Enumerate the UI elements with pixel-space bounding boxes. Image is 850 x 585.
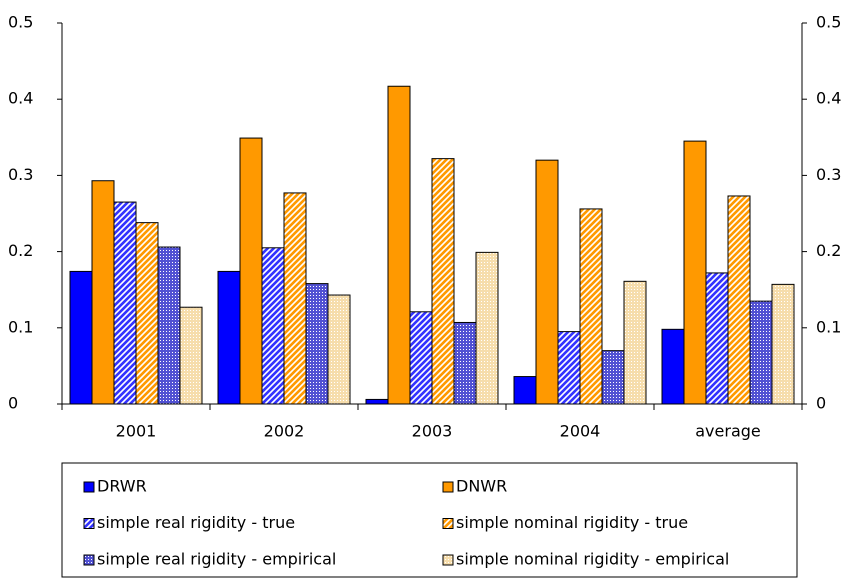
legend-label: DNWR — [456, 477, 507, 496]
y2-tick-label: 0.4 — [816, 89, 841, 108]
bar — [771, 283, 795, 405]
legend-label: simple nominal rigidity - true — [456, 513, 688, 532]
bar — [217, 270, 241, 405]
bar — [135, 222, 159, 405]
bar — [261, 247, 285, 405]
bar — [113, 201, 137, 405]
legend-swatch — [442, 481, 454, 493]
legend-box — [61, 462, 798, 578]
legend-label: simple real rigidity - empirical — [97, 550, 336, 569]
bar — [683, 140, 707, 405]
x-tick-label: 2001 — [116, 422, 157, 441]
y2-tick-label: 0.3 — [816, 165, 841, 184]
legend-label: simple nominal rigidity - empirical — [456, 550, 729, 569]
bar — [727, 195, 751, 405]
bar — [327, 294, 351, 405]
y2-tick-label: 0 — [816, 394, 826, 413]
bar — [661, 328, 685, 405]
y-tick-label: 0.2 — [8, 241, 33, 260]
y-tick-label: 0.5 — [8, 13, 33, 32]
bar — [239, 137, 263, 405]
x-tick-label: 2002 — [264, 422, 305, 441]
bar — [513, 376, 537, 405]
x-tick-label: 2003 — [412, 422, 453, 441]
y-tick-label: 0 — [8, 394, 18, 413]
bar — [705, 272, 729, 405]
y2-tick-label: 0.2 — [816, 241, 841, 260]
bar — [601, 350, 625, 405]
legend-swatch — [83, 481, 95, 493]
bar — [283, 192, 307, 405]
bar — [453, 321, 477, 405]
bar — [305, 283, 329, 405]
bar — [409, 311, 433, 405]
bar — [431, 158, 455, 405]
x-tick-label: 2004 — [560, 422, 601, 441]
legend-label: DRWR — [97, 477, 147, 496]
bar — [535, 159, 559, 405]
bar — [69, 270, 93, 405]
bar — [749, 300, 773, 405]
legend-swatch — [83, 518, 95, 529]
bar — [579, 208, 603, 405]
bar — [387, 85, 411, 405]
legend-label: simple real rigidity - true — [97, 513, 295, 532]
bar — [157, 246, 181, 405]
y-tick-label: 0.4 — [8, 89, 33, 108]
legend-swatch — [83, 554, 95, 566]
bar — [179, 306, 203, 405]
bar — [557, 331, 581, 405]
y-tick-label: 0.1 — [8, 317, 33, 336]
legend-swatch — [442, 554, 454, 566]
x-tick-label: average — [695, 422, 761, 441]
y2-tick-label: 0.5 — [816, 13, 841, 32]
bar — [475, 251, 499, 405]
legend-swatch — [442, 518, 454, 529]
y2-tick-label: 0.1 — [816, 317, 841, 336]
bar — [91, 180, 115, 405]
y-tick-label: 0.3 — [8, 165, 33, 184]
bar — [623, 280, 647, 405]
bar — [365, 398, 389, 405]
